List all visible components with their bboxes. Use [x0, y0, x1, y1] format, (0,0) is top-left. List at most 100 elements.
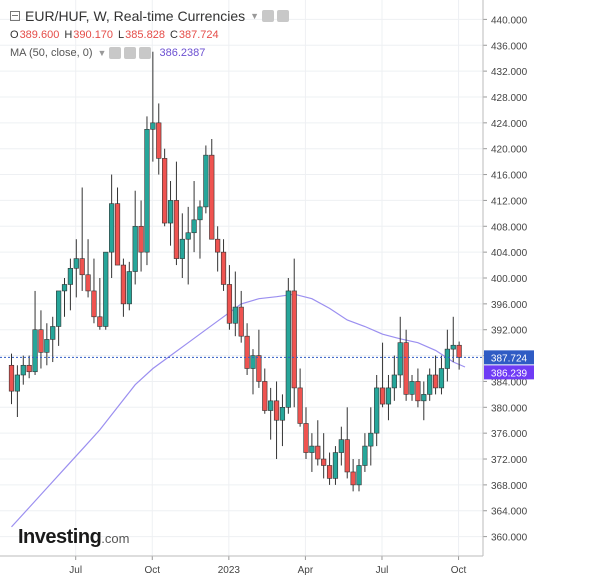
close-icon[interactable] — [139, 47, 152, 59]
y-tick-label: 392.000 — [491, 326, 528, 337]
candle-body — [114, 203, 121, 266]
candle-down — [238, 290, 244, 343]
candle-down — [85, 239, 91, 298]
candle-up — [203, 145, 209, 214]
candle-body — [67, 268, 73, 285]
visibility-icon[interactable] — [109, 47, 122, 59]
candle-body — [385, 387, 392, 405]
candle-down — [379, 342, 386, 408]
candle-body — [438, 368, 445, 389]
candle-body — [44, 339, 50, 353]
candle-up — [73, 239, 79, 298]
candle-body — [120, 264, 127, 305]
candle-body — [427, 374, 433, 395]
candle-down — [344, 407, 350, 479]
candle-down — [456, 341, 462, 370]
candle-body — [291, 290, 297, 389]
candle-up — [167, 181, 174, 246]
y-tick-label: 396.000 — [491, 300, 528, 311]
chevron-down-icon[interactable]: ▼ — [97, 48, 107, 58]
candle-body — [209, 154, 215, 240]
chevron-down-icon[interactable]: ▼ — [250, 11, 260, 21]
candle-body — [256, 355, 262, 382]
candle-down — [91, 258, 97, 324]
candle-body — [368, 432, 374, 447]
candle-body — [356, 465, 362, 486]
candle-body — [397, 342, 403, 376]
candle-body — [226, 284, 233, 324]
settings-icon[interactable] — [277, 10, 290, 22]
candle-body — [14, 374, 20, 392]
candle-up — [438, 355, 445, 395]
candle-up — [309, 433, 315, 472]
x-tick-label: 2023 — [218, 565, 241, 576]
candle-body — [126, 271, 132, 305]
candle-up — [421, 381, 427, 421]
candle-up — [444, 329, 450, 382]
candle-body — [250, 355, 256, 369]
candle-body — [167, 200, 174, 224]
brand-suffix: .com — [101, 531, 130, 546]
candle-body — [20, 364, 26, 376]
candle-up — [385, 374, 392, 421]
ohlc-close-key: C — [169, 29, 178, 41]
candle-down — [215, 226, 221, 272]
candle-down — [326, 452, 333, 485]
x-tick-label: Jul — [69, 565, 82, 576]
candle-body — [73, 258, 79, 269]
candle-body — [279, 407, 286, 421]
legend-ma-row: MA (50, close, 0) ▼ 386.2387 — [10, 44, 289, 62]
candle-down — [156, 103, 162, 175]
candle-up — [427, 368, 433, 401]
candle-body — [173, 200, 180, 259]
candle-body — [421, 394, 427, 402]
last-price-label: 387.724 — [491, 353, 528, 364]
candle-body — [144, 129, 150, 253]
candle-body — [56, 290, 62, 327]
candle-down — [432, 355, 439, 395]
candle-up — [191, 181, 197, 253]
collapse-icon[interactable] — [10, 11, 20, 21]
candle-up — [44, 323, 50, 366]
candle-body — [321, 458, 327, 466]
candle-body — [32, 329, 38, 373]
candle-down — [403, 329, 409, 401]
candle-up — [268, 387, 274, 440]
y-tick-label: 404.000 — [491, 248, 528, 259]
symbol-title: EUR/HUF, W, Real-time Currencies — [25, 8, 246, 24]
candle-up — [179, 213, 185, 278]
candle-up — [20, 355, 26, 385]
candle-down — [226, 265, 233, 330]
candle-down — [415, 368, 421, 408]
candle-down — [120, 258, 127, 317]
candle-down — [114, 187, 121, 266]
y-tick-label: 428.000 — [491, 93, 528, 104]
x-tick-label: Jul — [376, 565, 389, 576]
candle-down — [297, 368, 303, 427]
y-tick-label: 368.000 — [491, 481, 528, 492]
candle-body — [450, 344, 456, 350]
candle-down — [315, 420, 321, 466]
candle-down — [350, 459, 356, 492]
candle-up — [279, 394, 286, 447]
candle-body — [338, 439, 344, 453]
candle-body — [215, 238, 221, 253]
candle-body — [220, 251, 227, 285]
candle-body — [332, 452, 339, 479]
candle-body — [432, 374, 439, 389]
candle-up — [150, 51, 156, 162]
visibility-icon[interactable] — [262, 10, 275, 22]
candle-body — [197, 206, 203, 221]
candle-body — [362, 445, 368, 466]
legend-title-row: EUR/HUF, W, Real-time Currencies ▼ — [10, 6, 290, 26]
ohlc-high-key: H — [64, 29, 73, 41]
candle-up — [250, 349, 256, 395]
candle-body — [409, 381, 415, 395]
candle-body — [391, 374, 397, 389]
candle-down — [256, 329, 262, 388]
y-tick-label: 420.000 — [491, 145, 528, 156]
settings-icon[interactable] — [124, 47, 137, 59]
y-tick-label: 400.000 — [491, 274, 528, 285]
